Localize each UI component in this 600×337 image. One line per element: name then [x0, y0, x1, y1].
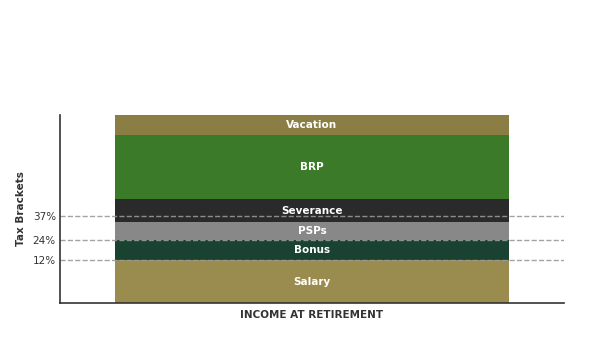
Text: FROM SHELL & THE POTENTIAL TAX IMPACT: FROM SHELL & THE POTENTIAL TAX IMPACT [79, 71, 473, 86]
X-axis label: INCOME AT RETIREMENT: INCOME AT RETIREMENT [241, 310, 383, 320]
Text: Vacation: Vacation [286, 120, 338, 130]
Text: Severance: Severance [281, 206, 343, 216]
Text: PSPs: PSPs [298, 226, 326, 236]
Text: SOURCES OF RETIREMENT INCOME: SOURCES OF RETIREMENT INCOME [119, 28, 433, 43]
Text: Bonus: Bonus [294, 245, 330, 255]
Bar [115, 260, 509, 303]
Bar [115, 222, 509, 240]
Y-axis label: Tax Brackets: Tax Brackets [16, 172, 26, 246]
Bar [115, 199, 509, 222]
Bar [115, 115, 509, 135]
Bar [115, 240, 509, 260]
Text: Salary: Salary [293, 277, 331, 286]
Text: W: W [559, 35, 579, 56]
Bar [115, 135, 509, 199]
Text: BRP: BRP [300, 162, 324, 172]
